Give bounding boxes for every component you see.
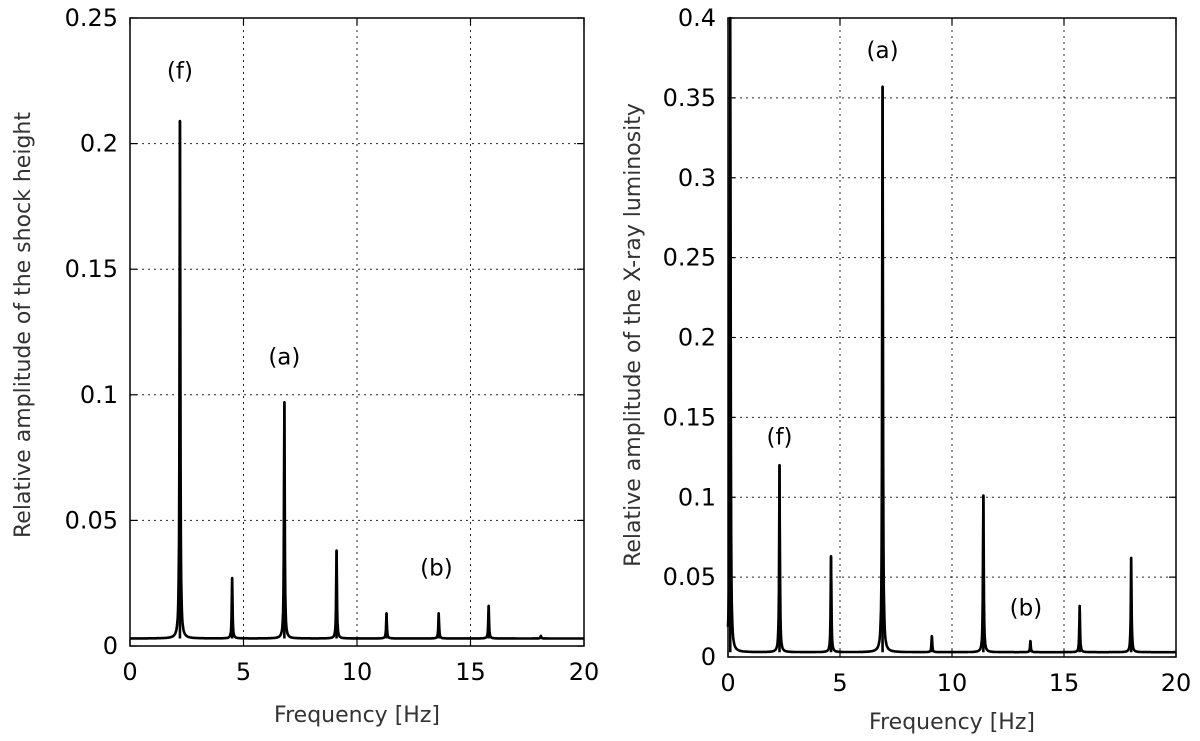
x-tick-label: 15 xyxy=(455,658,486,686)
y-tick-label: 0.15 xyxy=(65,255,118,283)
y-axis-title: Relative amplitude of the shock height xyxy=(11,112,36,538)
x-tick-label: 5 xyxy=(832,669,847,697)
x-tick-label: 5 xyxy=(236,658,251,686)
peak-annotation: (b) xyxy=(1010,595,1043,621)
y-tick-label: 0.05 xyxy=(65,506,118,534)
y-tick-label: 0.1 xyxy=(678,483,716,511)
y-tick-label: 0.3 xyxy=(678,164,716,192)
peak-annotation: (f) xyxy=(766,425,792,451)
left-chart-panel: 0 5 10 15 20 0 0.05 0.1 0.15 0.2 0.25 Frequency [Hz… xyxy=(11,4,599,728)
peak-annotation: (f) xyxy=(167,58,193,84)
y-tick-label: 0.25 xyxy=(65,4,118,32)
x-tick-label: 10 xyxy=(342,658,373,686)
peak-annotation: (a) xyxy=(268,345,300,371)
y-tick-label: 0.1 xyxy=(80,381,118,409)
peak-annotation: (b) xyxy=(420,556,453,582)
spectrum-line xyxy=(726,16,1177,654)
spectrum-line xyxy=(129,119,586,640)
y-tick-label: 0.05 xyxy=(663,563,716,591)
y-tick-label: 0 xyxy=(103,632,118,660)
y-tick-label: 0.2 xyxy=(678,324,716,352)
y-tick-label: 0.35 xyxy=(663,84,716,112)
y-tick-label: 0.4 xyxy=(678,4,716,32)
x-tick-label: 0 xyxy=(720,669,735,697)
right-chart-panel: 0 5 10 15 20 0 0.05 0.1 0.15 0.2 0.25 0.3 0.35 0.4 Fre… xyxy=(621,4,1191,735)
x-axis-title: Frequency [Hz] xyxy=(274,703,440,728)
x-tick-label: 10 xyxy=(937,669,968,697)
y-axis-title: Relative amplitude of the X-ray luminosi… xyxy=(621,103,646,567)
y-tick-label: 0.2 xyxy=(80,130,118,158)
y-tick-label: 0 xyxy=(701,643,716,671)
x-tick-label: 0 xyxy=(122,658,137,686)
x-axis-title: Frequency [Hz] xyxy=(869,710,1035,735)
y-tick-label: 0.25 xyxy=(663,244,716,272)
x-tick-label: 20 xyxy=(569,658,600,686)
y-tick-label: 0.15 xyxy=(663,403,716,431)
peak-annotation: (a) xyxy=(867,38,899,64)
x-tick-label: 20 xyxy=(1161,669,1192,697)
x-tick-label: 15 xyxy=(1049,669,1080,697)
